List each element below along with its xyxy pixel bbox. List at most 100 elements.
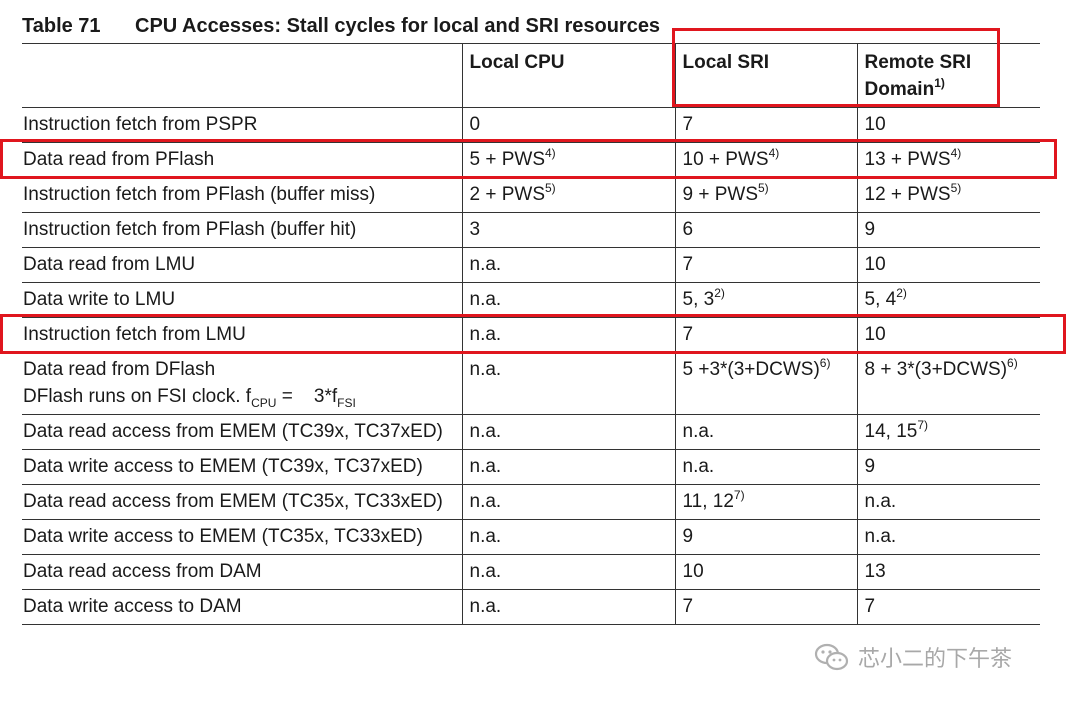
remote-sri-cell: n.a. bbox=[856, 484, 1040, 520]
remote-sri-cell-value: 12 + PWS bbox=[864, 184, 951, 205]
access-type-label: Instruction fetch from PSPR bbox=[23, 114, 258, 135]
access-type-label: Data read access from DAM bbox=[23, 561, 262, 582]
header-remote-sri-line1: Remote SRI bbox=[864, 52, 972, 73]
remote-sri-cell: 13 + PWS4) bbox=[856, 142, 1040, 178]
access-type-label: Data write to LMU bbox=[23, 289, 176, 310]
remote-sri-cell: 7 bbox=[856, 589, 1040, 625]
table-row: Data write to LMU n.a. 5, 32) 5, 42) bbox=[22, 282, 1040, 318]
remote-sri-cell-value: 14, 15 bbox=[864, 421, 918, 442]
remote-sri-cell-value: 13 bbox=[864, 561, 886, 582]
table-row: Instruction fetch from PFlash (buffer hi… bbox=[22, 212, 1040, 248]
local-cpu-cell-value: n.a. bbox=[469, 359, 502, 380]
table-row: Data read access from DAM n.a. 10 13 bbox=[22, 554, 1040, 590]
local-sri-cell-value: 9 + PWS bbox=[682, 184, 759, 205]
remote-sri-cell: 10 bbox=[856, 317, 1040, 353]
footnote-marker: 6) bbox=[819, 355, 831, 370]
remote-sri-cell-value: 8 + 3*(3+DCWS) bbox=[864, 359, 1008, 380]
access-type-cell: Instruction fetch from PSPR bbox=[22, 107, 462, 143]
access-type-label: Data write access to DAM bbox=[23, 596, 242, 617]
access-type-label: Data write access to EMEM (TC35x, TC33xE… bbox=[23, 526, 423, 547]
local-sri-cell: 7 bbox=[674, 317, 857, 353]
local-cpu-cell: n.a. bbox=[461, 247, 675, 283]
remote-sri-cell-value: n.a. bbox=[864, 526, 897, 547]
wechat-icon bbox=[814, 642, 850, 672]
local-sri-cell-value: n.a. bbox=[682, 421, 715, 442]
table-title: CPU Accesses: Stall cycles for local and… bbox=[135, 15, 661, 37]
local-sri-cell-value: 5, 3 bbox=[682, 289, 715, 310]
local-sri-cell-value: 7 bbox=[682, 254, 694, 275]
remote-sri-cell: 12 + PWS5) bbox=[856, 177, 1040, 213]
footnote-marker: 4) bbox=[545, 145, 556, 160]
table-row: Instruction fetch from PFlash (buffer mi… bbox=[22, 177, 1040, 213]
local-cpu-cell: n.a. bbox=[461, 282, 675, 318]
local-cpu-cell: n.a. bbox=[461, 554, 675, 590]
footnote-marker: 4) bbox=[768, 145, 780, 160]
header-local-sri: Local SRI bbox=[674, 43, 857, 108]
local-cpu-cell: n.a. bbox=[461, 414, 675, 450]
watermark-text: 芯小二的下午茶 bbox=[858, 646, 1013, 671]
local-cpu-cell: 5 + PWS4) bbox=[461, 142, 675, 178]
local-sri-cell-value: 5 +3*(3+DCWS) bbox=[682, 359, 820, 380]
remote-sri-cell: 9 bbox=[856, 449, 1040, 485]
table-row: Data write access to EMEM (TC39x, TC37xE… bbox=[22, 449, 1040, 485]
remote-sri-cell: 8 + 3*(3+DCWS)6) bbox=[856, 352, 1040, 415]
footnote-marker: 5) bbox=[950, 180, 962, 195]
local-sri-cell: 10 + PWS4) bbox=[674, 142, 857, 178]
local-cpu-cell-value: 2 + PWS bbox=[469, 184, 546, 205]
footnote-marker: 4) bbox=[950, 145, 962, 160]
table-row: Data write access to DAM n.a. 7 7 bbox=[22, 589, 1040, 625]
remote-sri-cell: 10 bbox=[856, 107, 1040, 143]
access-type-label: Data read from LMU bbox=[23, 254, 196, 275]
access-type-cell: Data read access from EMEM (TC35x, TC33x… bbox=[22, 484, 462, 520]
access-type-label: Data read from PFlash bbox=[23, 149, 215, 170]
footnote-marker: 7) bbox=[917, 417, 928, 432]
local-cpu-cell-value: n.a. bbox=[469, 456, 502, 477]
access-type-cell: Data write access to EMEM (TC35x, TC33xE… bbox=[22, 519, 462, 555]
local-sri-cell: n.a. bbox=[674, 414, 857, 450]
header-remote-sri-domain: Remote SRI Domain1) bbox=[856, 43, 1040, 108]
header-row: Local CPU Local SRI Remote SRI Domain1) bbox=[22, 43, 1040, 108]
table-row: Instruction fetch from PSPR 0 7 10 bbox=[22, 107, 1040, 143]
local-cpu-cell: n.a. bbox=[461, 449, 675, 485]
local-sri-cell: 5 +3*(3+DCWS)6) bbox=[674, 352, 857, 415]
footnote-marker: 5) bbox=[758, 180, 769, 195]
access-type-label: Instruction fetch from PFlash (buffer hi… bbox=[23, 219, 357, 240]
local-cpu-cell: n.a. bbox=[461, 589, 675, 625]
access-type-cell: Data read from DFlash DFlash runs on FSI … bbox=[22, 352, 462, 415]
header-local-cpu: Local CPU bbox=[461, 43, 675, 108]
remote-sri-cell: 9 bbox=[856, 212, 1040, 248]
access-type-label: Data write access to EMEM (TC39x, TC37xE… bbox=[23, 456, 423, 477]
access-type-cell: Data read access from EMEM (TC39x, TC37x… bbox=[22, 414, 462, 450]
table-row: Data read from PFlash 5 + PWS4) 10 + PWS4)… bbox=[22, 142, 1040, 178]
footnote-marker: 5) bbox=[545, 180, 556, 195]
access-type-cell: Instruction fetch from LMU bbox=[22, 317, 462, 353]
local-sri-cell: 11, 127) bbox=[674, 484, 857, 520]
local-cpu-cell-value: 3 bbox=[469, 219, 481, 240]
access-type-cell: Data write access to EMEM (TC39x, TC37xE… bbox=[22, 449, 462, 485]
local-cpu-cell: n.a. bbox=[461, 484, 675, 520]
remote-sri-cell: n.a. bbox=[856, 519, 1040, 555]
local-sri-cell-value: 10 + PWS bbox=[682, 149, 769, 170]
remote-sri-cell: 10 bbox=[856, 247, 1040, 283]
remote-sri-cell-value: 13 + PWS bbox=[864, 149, 951, 170]
local-cpu-cell-value: n.a. bbox=[469, 561, 502, 582]
local-sri-cell: 6 bbox=[674, 212, 857, 248]
footnote-marker: 6) bbox=[1007, 355, 1018, 370]
local-sri-cell-value: 6 bbox=[682, 219, 694, 240]
access-type-cell: Data write to LMU bbox=[22, 282, 462, 318]
remote-sri-cell: 5, 42) bbox=[856, 282, 1040, 318]
local-cpu-cell: n.a. bbox=[461, 519, 675, 555]
table-row: Data read access from EMEM (TC39x, TC37x… bbox=[22, 414, 1040, 450]
remote-sri-cell-value: 10 bbox=[864, 324, 886, 345]
local-cpu-cell: 3 bbox=[461, 212, 675, 248]
header-remote-sri-line2: Domain bbox=[864, 79, 935, 100]
local-cpu-cell: n.a. bbox=[461, 352, 675, 415]
note-text: DFlash runs on FSI clock. f bbox=[23, 386, 252, 407]
local-sri-cell: 9 + PWS5) bbox=[674, 177, 857, 213]
local-cpu-cell-value: n.a. bbox=[469, 254, 502, 275]
local-cpu-cell: 0 bbox=[461, 107, 675, 143]
remote-sri-cell: 14, 157) bbox=[856, 414, 1040, 450]
local-cpu-cell: 2 + PWS5) bbox=[461, 177, 675, 213]
table-number: Table 71 bbox=[22, 15, 101, 37]
local-cpu-cell-value: n.a. bbox=[469, 526, 502, 547]
